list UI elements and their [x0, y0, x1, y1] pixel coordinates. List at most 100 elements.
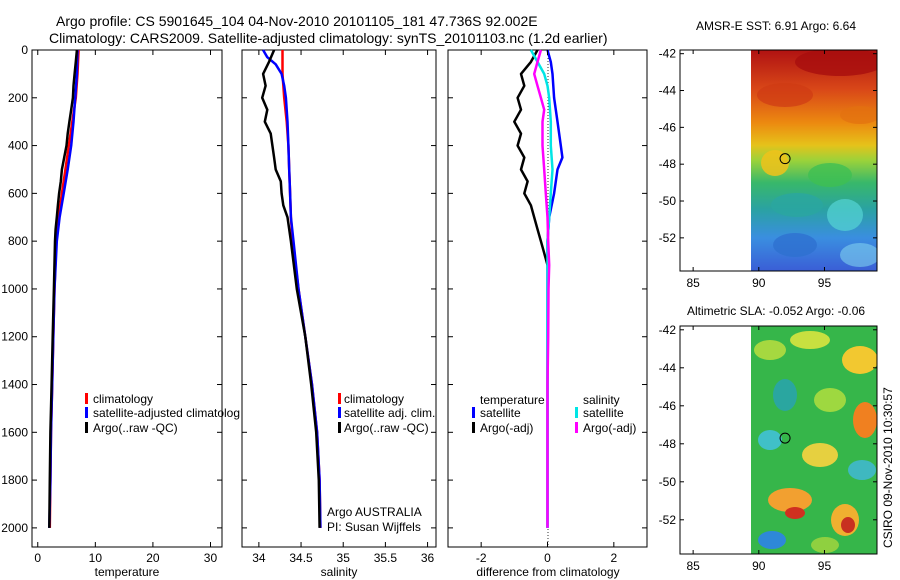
- sla-patch-yellow: [842, 346, 877, 374]
- difference-panel: -2 0 2 difference from climatology: [447, 49, 648, 579]
- y-tick-label: -52: [659, 513, 677, 527]
- x-tick-label: 85: [686, 559, 700, 573]
- sst-patch-teal: [771, 193, 823, 217]
- y-tick-label: -46: [659, 399, 677, 413]
- x-tick-label: 30: [204, 551, 218, 565]
- sla-patch-orange: [853, 402, 877, 438]
- sla-patch-teal: [773, 379, 797, 411]
- x-tick-label: 2: [610, 551, 617, 565]
- y-tick-label: 1400: [1, 378, 28, 392]
- y-tick-label: 200: [8, 91, 28, 105]
- figure-title-line2: Climatology: CARS2009. Satellite-adjuste…: [49, 30, 607, 46]
- sst-patch-warm: [757, 83, 813, 107]
- y-tick-label: 400: [8, 139, 28, 153]
- x-tick-label: 36: [421, 551, 435, 565]
- series-line-satellite: [262, 49, 322, 528]
- argo-location-marker: [779, 432, 791, 444]
- argo-australia-note: Argo AUSTRALIA: [327, 505, 422, 519]
- legend-swatch-climatology: [338, 393, 341, 404]
- x-tick-label: 34: [252, 551, 266, 565]
- sst-patch-blue: [773, 233, 817, 257]
- legend-swatch-satellite: [85, 407, 88, 418]
- sla-field: [751, 326, 877, 554]
- sla-map-title: Altimetric SLA: -0.052 Argo: -0.06: [687, 304, 865, 318]
- x-tick-label: -2: [476, 551, 487, 565]
- sst-patch-mid: [840, 106, 877, 124]
- legend-label-sal-satellite: satellite: [583, 406, 624, 420]
- sla-patch-red: [785, 507, 805, 519]
- sst-map-panel: AMSR-E SST: 6.91 Argo: 6.64 85 90 95 -42 -44…: [659, 19, 878, 290]
- csiro-credit: CSIRO 09-Nov-2010 10:30:57: [881, 387, 895, 548]
- legend-label-climatology: climatology: [344, 392, 404, 406]
- y-tick-label: -52: [659, 231, 677, 245]
- argo-location-marker: [779, 153, 791, 165]
- sla-patch-cyan: [848, 460, 876, 480]
- y-tick-label: 600: [8, 186, 28, 200]
- legend-swatch-argo: [338, 422, 341, 433]
- legend-swatch-temp-satellite: [472, 407, 475, 418]
- sla-patch-cyan: [758, 430, 782, 450]
- salinity-panel: 34 34.5 35 35.5 36 salinity: [241, 49, 437, 579]
- legend-heading-salinity: salinity: [583, 393, 620, 407]
- legend-swatch-satellite: [338, 407, 341, 418]
- legend-swatch-argo: [85, 422, 88, 433]
- salinity-xlabel: salinity: [321, 565, 358, 579]
- legend-label-argo: Argo(..raw -QC): [344, 421, 429, 435]
- y-tick-label: -42: [659, 47, 677, 61]
- y-tick-label: 2000: [1, 521, 28, 535]
- sla-patch-red: [841, 517, 855, 533]
- pi-name-note: PI: Susan Wijffels: [327, 520, 421, 534]
- series-line-argo-raw-qc-: [48, 49, 79, 528]
- sla-patch-orange: [768, 488, 812, 512]
- series-line-salinity-argo-adj-: [532, 49, 551, 528]
- legend-label-argo: Argo(..raw -QC): [93, 421, 178, 435]
- sst-field: [751, 50, 877, 271]
- legend-label-climatology: climatology: [93, 392, 153, 406]
- legend-label-sal-argo: Argo(-adj): [583, 421, 636, 435]
- y-tick-label: -42: [659, 323, 677, 337]
- sla-patch-yellow: [802, 443, 838, 467]
- y-tick-label: 0: [21, 43, 28, 57]
- y-tick-label: -50: [659, 475, 677, 489]
- y-tick-label: 1000: [1, 282, 28, 296]
- legend-label-satellite: satellite adj. clim.: [344, 406, 435, 420]
- legend-label-satellite: satellite-adjusted climatolog: [93, 406, 240, 420]
- y-tick-label: 1200: [1, 330, 28, 344]
- series-line-temperature-argo-adj-: [513, 49, 549, 266]
- sst-patch-mid: [761, 150, 789, 176]
- sla-patch-yellowgreen: [754, 340, 786, 360]
- x-tick-label: 90: [752, 276, 766, 290]
- sla-patch-yellowgreen: [811, 537, 839, 553]
- y-tick-label: -48: [659, 157, 677, 171]
- x-tick-label: 20: [146, 551, 160, 565]
- legend-label-temp-argo: Argo(-adj): [480, 421, 533, 435]
- x-tick-label: 95: [818, 276, 832, 290]
- sla-patch-blue: [758, 531, 786, 549]
- sla-patch-yellowgreen: [814, 388, 846, 412]
- legend-heading-temperature: temperature: [480, 393, 545, 407]
- x-tick-label: 35.5: [374, 551, 398, 565]
- series-line-argo-raw-qc-: [260, 49, 321, 528]
- x-tick-label: 90: [752, 559, 766, 573]
- x-tick-label: 34.5: [289, 551, 313, 565]
- legend-swatch-sal-argo: [575, 422, 578, 433]
- y-tick-label: -46: [659, 120, 677, 134]
- y-tick-label: 1800: [1, 473, 28, 487]
- sla-patch-yellowgreen: [790, 331, 830, 349]
- temperature-panel: 0 10 20 30 0 200 400 600 800 1000 1200 1400 1600 1800…: [1, 43, 223, 579]
- sst-map-title: AMSR-E SST: 6.91 Argo: 6.64: [696, 19, 856, 33]
- x-tick-label: 95: [818, 559, 832, 573]
- y-tick-label: -50: [659, 194, 677, 208]
- figure-title-line1: Argo profile: CS 5901645_104 04-Nov-2010…: [56, 13, 538, 29]
- difference-xlabel: difference from climatology: [476, 565, 619, 579]
- x-tick-label: 35: [337, 551, 351, 565]
- x-tick-label: 10: [89, 551, 103, 565]
- sst-patch-light: [840, 243, 877, 267]
- legend-swatch-climatology: [85, 393, 88, 404]
- temperature-legend: climatology satellite-adjusted climatolo…: [85, 392, 240, 435]
- sst-patch-green: [808, 163, 852, 187]
- legend-swatch-temp-argo: [472, 422, 475, 433]
- difference-legend: temperature satellite Argo(-adj) salinit…: [472, 393, 636, 435]
